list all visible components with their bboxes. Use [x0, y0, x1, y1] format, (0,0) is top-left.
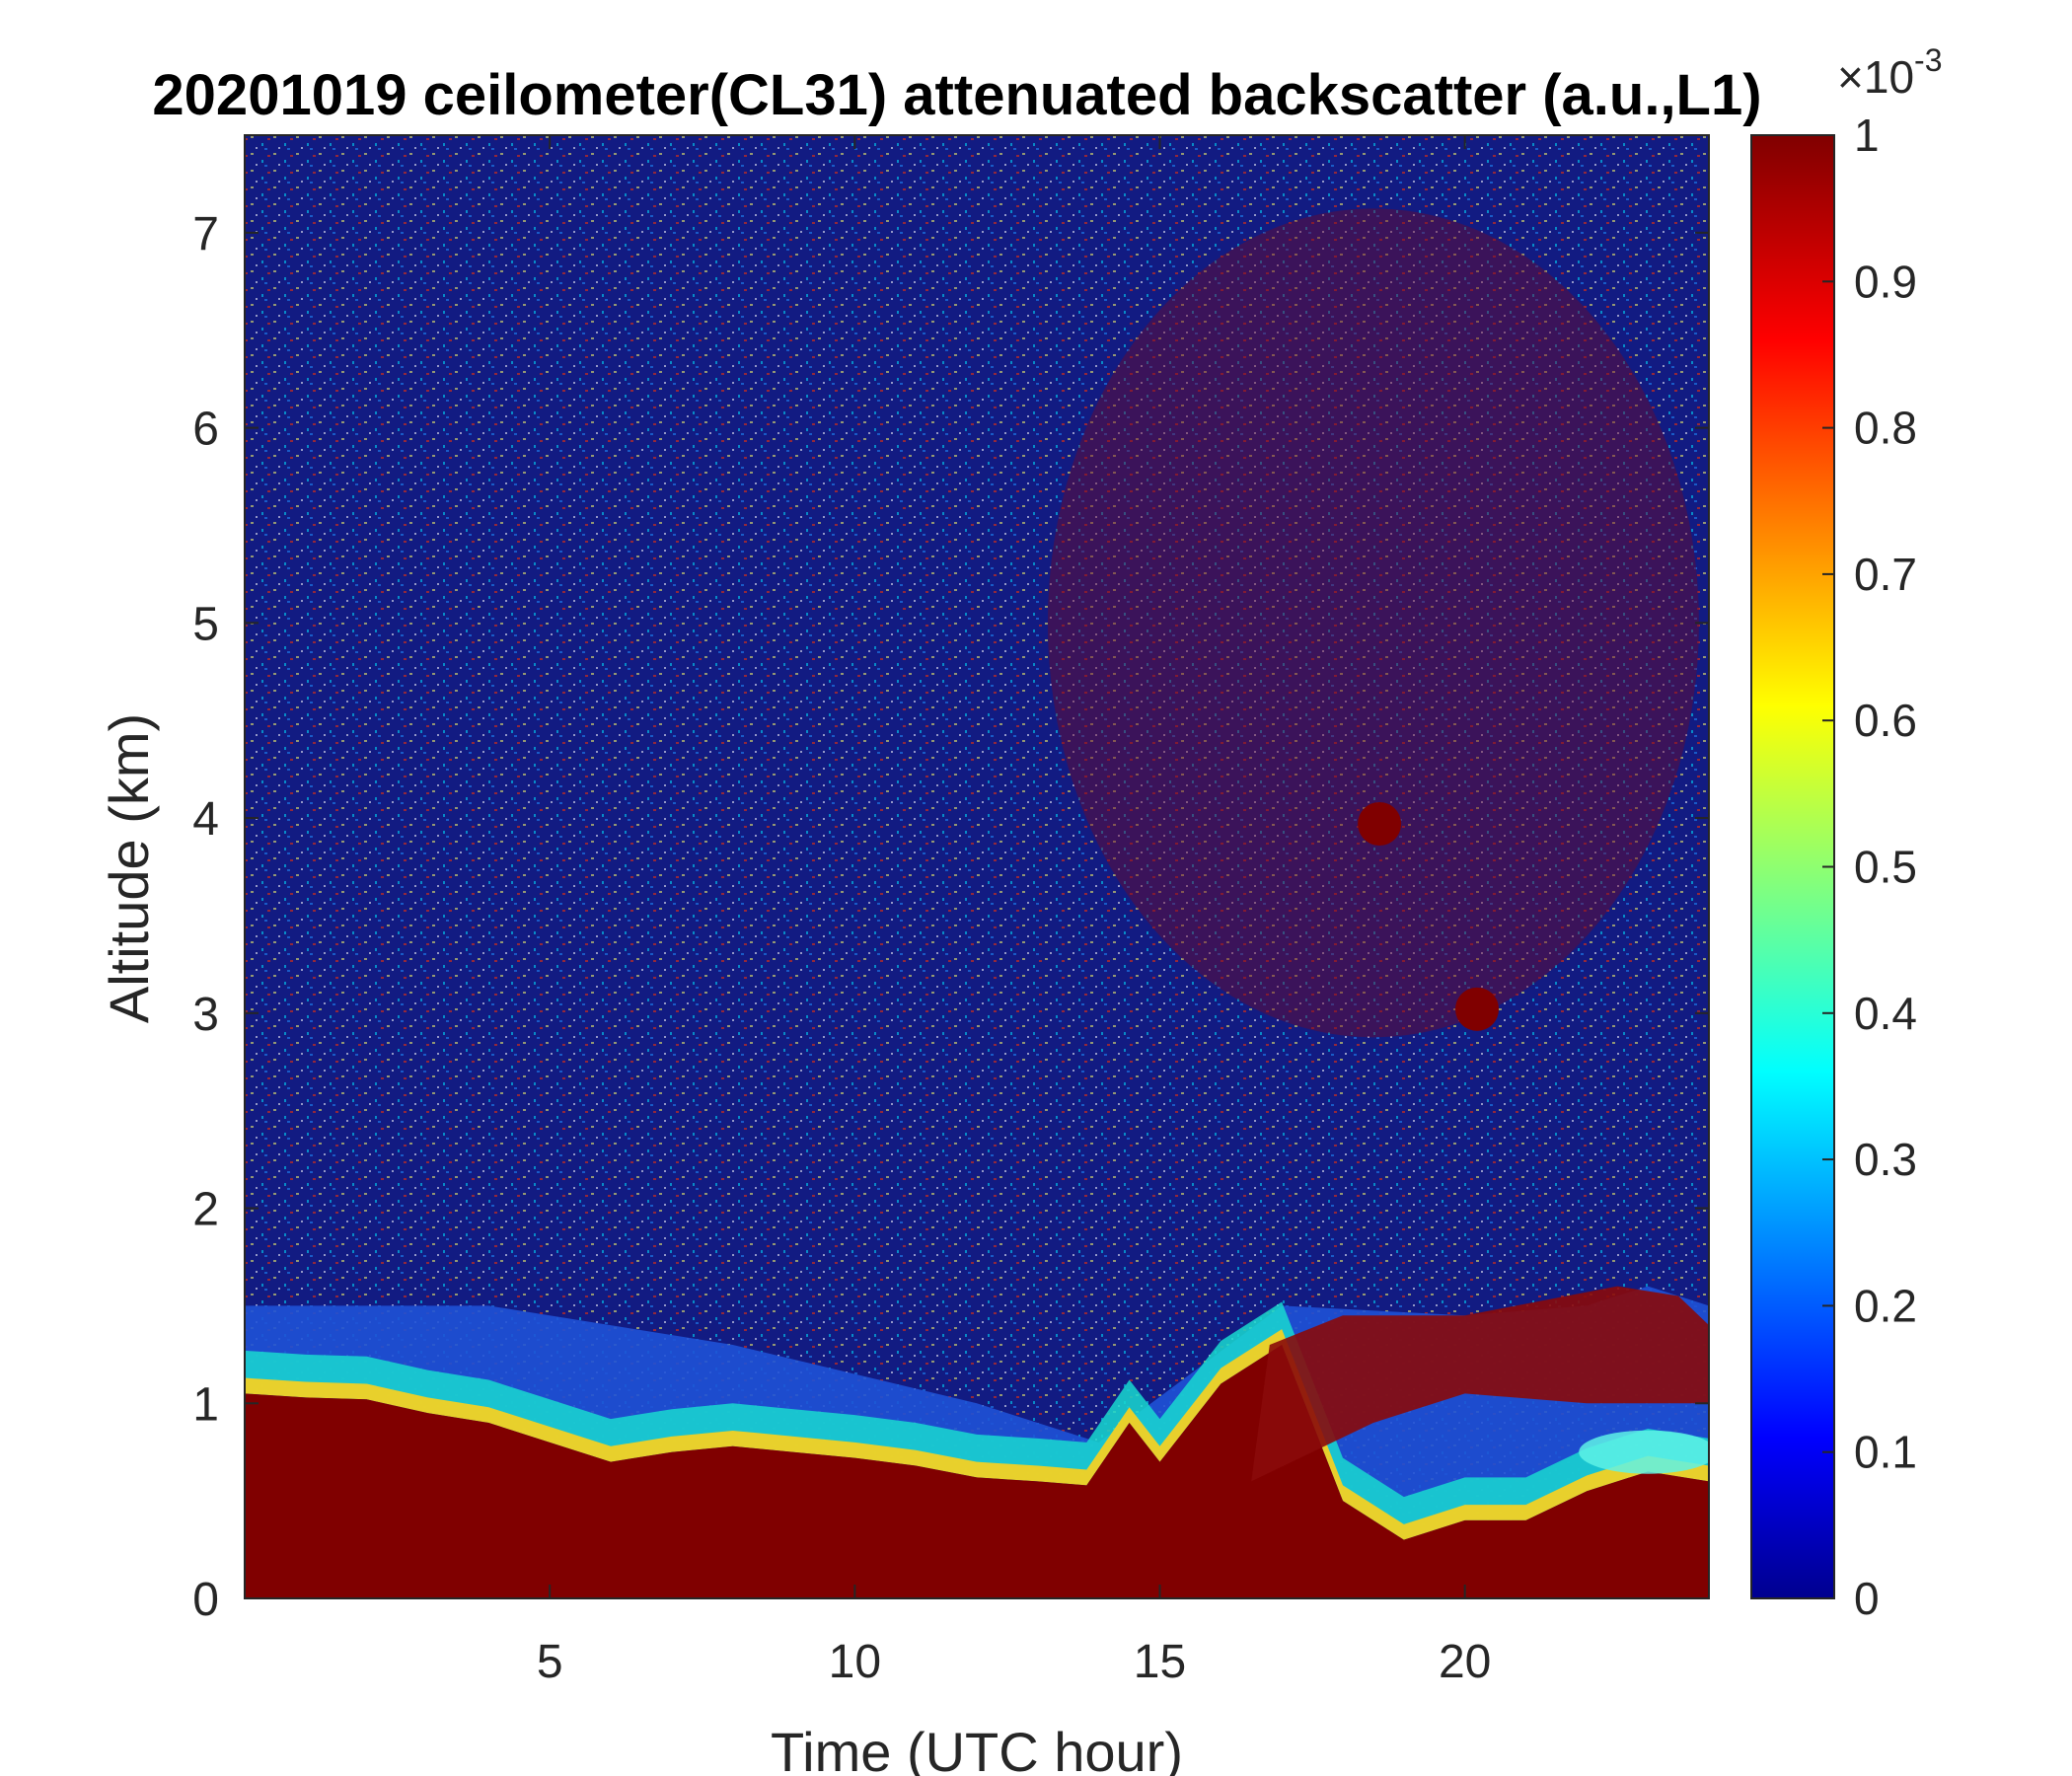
aerosol-transition-cyan [245, 1301, 1709, 1540]
colorbar-multiplier-base: ×10 [1837, 51, 1914, 103]
y-tick-label: 5 [192, 598, 219, 650]
colorbar-ticks: 0 0.1 0.2 0.3 0.4 0.5 0.6 0.7 0.8 0.9 1 [1822, 110, 1917, 1624]
late-day-cloud-bank [1251, 1286, 1709, 1482]
late-day-cyan-patch [1579, 1430, 1709, 1474]
colorbar-tick-label: 0.3 [1854, 1134, 1917, 1185]
y-tick-label: 4 [192, 793, 219, 846]
y-tick-label: 3 [192, 989, 219, 1041]
plot-frame [244, 134, 1710, 1599]
colorbar-tick-label: 0.5 [1854, 842, 1917, 893]
colorbar-multiplier: ×10-3 [1837, 42, 1942, 103]
heatmap-layers [245, 135, 1709, 1598]
y-tick-label: 7 [192, 208, 219, 260]
colorbar-tick-label: 0.1 [1854, 1427, 1917, 1478]
y-tick-label: 6 [192, 404, 219, 456]
colorbar: 0 0.1 0.2 0.3 0.4 0.5 0.6 0.7 0.8 0.9 1 ×10-3 [1750, 42, 1942, 1624]
cloud-spot-2 [1455, 987, 1500, 1031]
chart-title: 20201019 ceilometer(CL31) attenuated bac… [152, 63, 1761, 127]
x-tick-label: 15 [1134, 1636, 1186, 1688]
colorbar-tick-label: 0.6 [1854, 695, 1917, 746]
colorbar-tick-label: 0 [1854, 1573, 1880, 1624]
colorbar-gradient [1750, 134, 1835, 1599]
colorbar-tick-label: 0.8 [1854, 403, 1917, 454]
y-axis: 0 1 2 3 4 5 6 7 [192, 208, 1709, 1626]
x-tick-label: 10 [829, 1636, 881, 1688]
y-tick-label: 1 [192, 1378, 219, 1431]
colorbar-tick-label: 0.2 [1854, 1280, 1917, 1331]
x-tick-label: 20 [1439, 1636, 1491, 1688]
boundary-layer-saturated [245, 1344, 1709, 1598]
y-tick-label: 2 [192, 1184, 219, 1236]
y-tick-label: 0 [192, 1574, 219, 1626]
colorbar-tick-label: 1 [1854, 110, 1880, 161]
x-axis: 5 10 15 20 [537, 135, 1491, 1688]
plot-area [244, 134, 1710, 1599]
colorbar-tick-label: 0.4 [1854, 988, 1917, 1039]
cloud-spot-1 [1358, 801, 1402, 846]
colorbar-multiplier-exponent: -3 [1914, 42, 1942, 78]
x-tick-label: 5 [537, 1636, 563, 1688]
aerosol-transition-yellow [245, 1329, 1709, 1540]
x-axis-label: Time (UTC hour) [771, 1721, 1183, 1776]
y-axis-label: Altitude (km) [98, 713, 160, 1023]
colorbar-tick-label: 0.7 [1854, 549, 1917, 600]
colorbar-tick-label: 0.9 [1854, 256, 1917, 307]
upper-haze-region [1047, 208, 1699, 1038]
